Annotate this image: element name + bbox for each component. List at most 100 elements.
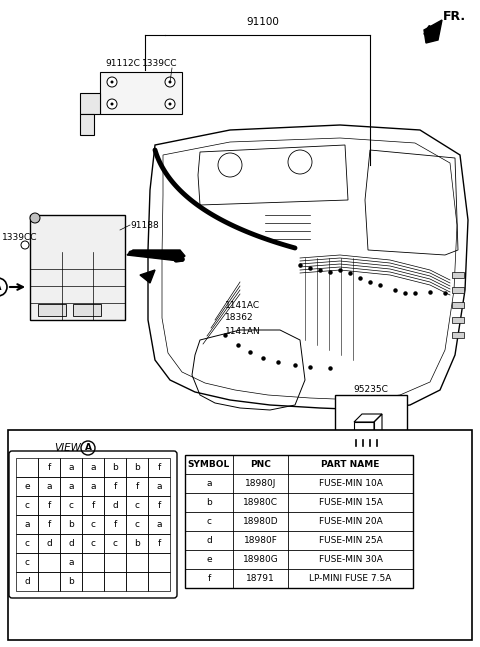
Bar bbox=[148, 553, 170, 572]
Bar bbox=[148, 515, 170, 534]
Bar bbox=[38, 534, 60, 553]
Text: 18980J: 18980J bbox=[245, 479, 276, 488]
Bar bbox=[148, 534, 170, 553]
Bar bbox=[452, 332, 464, 338]
Text: b: b bbox=[68, 520, 74, 529]
Text: f: f bbox=[48, 463, 50, 472]
Text: b: b bbox=[112, 463, 118, 472]
Bar bbox=[452, 302, 464, 308]
Bar bbox=[148, 458, 170, 477]
Text: 18362: 18362 bbox=[225, 314, 253, 322]
Text: f: f bbox=[113, 482, 117, 491]
Text: b: b bbox=[134, 539, 140, 548]
Bar bbox=[126, 553, 148, 572]
Text: PNC: PNC bbox=[250, 460, 271, 469]
Bar bbox=[126, 534, 148, 553]
Text: f: f bbox=[207, 574, 211, 583]
Bar bbox=[82, 458, 104, 477]
Text: VIEW: VIEW bbox=[55, 443, 82, 453]
Text: FUSE-MIN 10A: FUSE-MIN 10A bbox=[319, 479, 383, 488]
Bar bbox=[80, 114, 94, 135]
Bar bbox=[60, 553, 82, 572]
Text: FUSE-MIN 30A: FUSE-MIN 30A bbox=[319, 555, 383, 564]
Bar bbox=[16, 477, 38, 496]
Bar bbox=[104, 534, 126, 553]
Text: 18980F: 18980F bbox=[243, 536, 277, 545]
Text: c: c bbox=[134, 501, 140, 510]
Bar bbox=[148, 572, 170, 591]
Bar bbox=[82, 553, 104, 572]
Bar bbox=[100, 72, 182, 114]
Text: d: d bbox=[46, 539, 52, 548]
Text: f: f bbox=[157, 501, 161, 510]
Bar bbox=[16, 458, 38, 477]
Bar bbox=[38, 304, 66, 316]
Bar bbox=[335, 395, 407, 455]
Text: c: c bbox=[24, 501, 29, 510]
Text: 1339CC: 1339CC bbox=[2, 232, 37, 241]
Text: f: f bbox=[91, 501, 95, 510]
Text: b: b bbox=[206, 498, 212, 507]
Text: 1141AN: 1141AN bbox=[225, 327, 261, 336]
Text: a: a bbox=[68, 463, 74, 472]
Bar bbox=[60, 572, 82, 591]
Text: f: f bbox=[48, 501, 50, 510]
Text: FR.: FR. bbox=[443, 10, 466, 23]
Bar bbox=[16, 553, 38, 572]
Bar bbox=[452, 272, 464, 278]
Text: b: b bbox=[68, 577, 74, 586]
Text: 91112C: 91112C bbox=[105, 60, 140, 69]
Text: c: c bbox=[69, 501, 73, 510]
Bar bbox=[148, 477, 170, 496]
Bar bbox=[82, 496, 104, 515]
Circle shape bbox=[30, 213, 40, 223]
Text: c: c bbox=[91, 539, 96, 548]
Text: c: c bbox=[206, 517, 212, 526]
Bar bbox=[104, 496, 126, 515]
Text: d: d bbox=[206, 536, 212, 545]
Text: a: a bbox=[90, 463, 96, 472]
Text: c: c bbox=[24, 539, 29, 548]
Bar bbox=[452, 287, 464, 293]
Bar bbox=[60, 515, 82, 534]
Polygon shape bbox=[140, 270, 155, 283]
Polygon shape bbox=[424, 20, 442, 43]
Text: c: c bbox=[24, 558, 29, 567]
Bar bbox=[82, 515, 104, 534]
Text: a: a bbox=[24, 520, 30, 529]
Text: d: d bbox=[68, 539, 74, 548]
Bar bbox=[452, 317, 464, 323]
Bar bbox=[126, 477, 148, 496]
Bar bbox=[8, 430, 472, 640]
Text: d: d bbox=[24, 577, 30, 586]
Text: a: a bbox=[206, 479, 212, 488]
Bar bbox=[60, 496, 82, 515]
Text: f: f bbox=[157, 539, 161, 548]
Text: 18980G: 18980G bbox=[242, 555, 278, 564]
Text: 18980C: 18980C bbox=[243, 498, 278, 507]
Text: a: a bbox=[68, 482, 74, 491]
Text: c: c bbox=[91, 520, 96, 529]
Text: 1141AC: 1141AC bbox=[225, 300, 260, 309]
Text: a: a bbox=[68, 558, 74, 567]
Text: PART NAME: PART NAME bbox=[321, 460, 380, 469]
Bar bbox=[38, 496, 60, 515]
Text: f: f bbox=[157, 463, 161, 472]
Bar bbox=[16, 534, 38, 553]
Circle shape bbox=[165, 99, 175, 109]
Circle shape bbox=[107, 77, 117, 87]
Circle shape bbox=[110, 102, 113, 105]
Text: 18791: 18791 bbox=[246, 574, 275, 583]
Bar bbox=[148, 496, 170, 515]
Bar bbox=[60, 458, 82, 477]
Bar bbox=[104, 458, 126, 477]
Text: FUSE-MIN 25A: FUSE-MIN 25A bbox=[319, 536, 383, 545]
Bar bbox=[16, 572, 38, 591]
Bar bbox=[185, 455, 413, 588]
Bar bbox=[16, 515, 38, 534]
Bar bbox=[104, 477, 126, 496]
Text: c: c bbox=[134, 520, 140, 529]
Text: a: a bbox=[156, 482, 162, 491]
Bar bbox=[126, 458, 148, 477]
Text: d: d bbox=[112, 501, 118, 510]
